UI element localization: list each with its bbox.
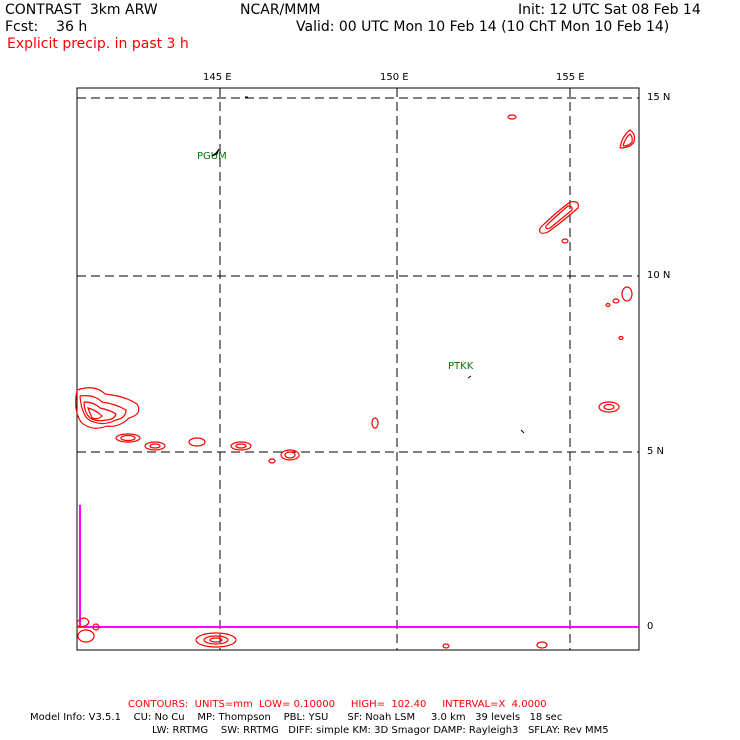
precip-contour (284, 451, 296, 459)
precip-contour (92, 623, 100, 631)
precip-contour (209, 637, 223, 643)
precip-contour (75, 387, 140, 429)
precip-contour (77, 629, 95, 643)
model-info-line2: LW: RRTMG SW: RRTMG DIFF: simple KM: 3D … (152, 725, 609, 736)
header-fcst: Fcst: 36 h (5, 19, 88, 35)
precip-contour (235, 443, 247, 449)
model-info-line1: Model Info: V3.5.1 CU: No Cu MP: Thompso… (30, 712, 563, 723)
precip-contour (83, 401, 117, 422)
precip-contour (507, 114, 517, 120)
header-title: CONTRAST 3km ARW (5, 2, 158, 18)
precip-contour (79, 395, 127, 425)
lon-label-155: 155 E (556, 72, 585, 83)
precip-contour (230, 441, 252, 451)
precip-contour (618, 335, 624, 341)
precip-contours (75, 114, 636, 649)
precip-contour (120, 434, 136, 442)
precip-contour (371, 417, 379, 429)
precip-contour (539, 201, 579, 234)
header-valid: Valid: 00 UTC Mon 10 Feb 14 (10 ChT Mon … (296, 19, 670, 35)
contour-info: CONTOURS: UNITS=mm LOW= 0.10000 HIGH= 10… (128, 699, 547, 710)
lat-label-0: 0 (647, 621, 654, 632)
guam-coast (211, 148, 220, 157)
precip-contour (203, 635, 229, 645)
precip-contour (115, 433, 141, 443)
precip-contour (280, 449, 300, 461)
precip-contour (442, 643, 450, 649)
precip-contour (87, 407, 103, 420)
domain-boundary (77, 505, 639, 628)
lon-label-145: 145 E (203, 72, 232, 83)
grid-lines (77, 88, 639, 650)
islet-coast-east (520, 429, 525, 434)
precip-contour (605, 302, 611, 308)
lon-label-150: 150 E (380, 72, 409, 83)
field-label: Explicit precip. in past 3 h (7, 36, 189, 52)
coastlines (211, 96, 525, 434)
precip-contour (622, 133, 633, 147)
precip-contour (144, 441, 166, 451)
precip-contour (195, 632, 237, 648)
precip-contour (603, 403, 615, 411)
precip-contour (545, 205, 573, 230)
station-label-ptkk: PTKK (448, 361, 474, 372)
lat-label-5n: 5 N (647, 446, 665, 457)
precip-contour (149, 443, 161, 449)
precip-contour (268, 458, 276, 464)
station-label-pgum: PGUM (197, 151, 227, 162)
map-frame (76, 87, 640, 651)
precip-contour (188, 437, 206, 447)
precip-contour (612, 298, 620, 304)
precip-contour (76, 617, 90, 628)
header-init: Init: 12 UTC Sat 08 Feb 14 (518, 2, 701, 18)
precip-contour (598, 401, 620, 413)
header-center: NCAR/MMM (240, 2, 321, 18)
precip-contour (536, 641, 548, 649)
lat-label-10n: 10 N (647, 270, 671, 281)
precip-contour (621, 286, 633, 302)
chuuk-coast (467, 375, 472, 379)
lat-label-15n: 15 N (647, 92, 671, 103)
precip-contour (619, 129, 636, 149)
precip-contour (561, 238, 569, 244)
